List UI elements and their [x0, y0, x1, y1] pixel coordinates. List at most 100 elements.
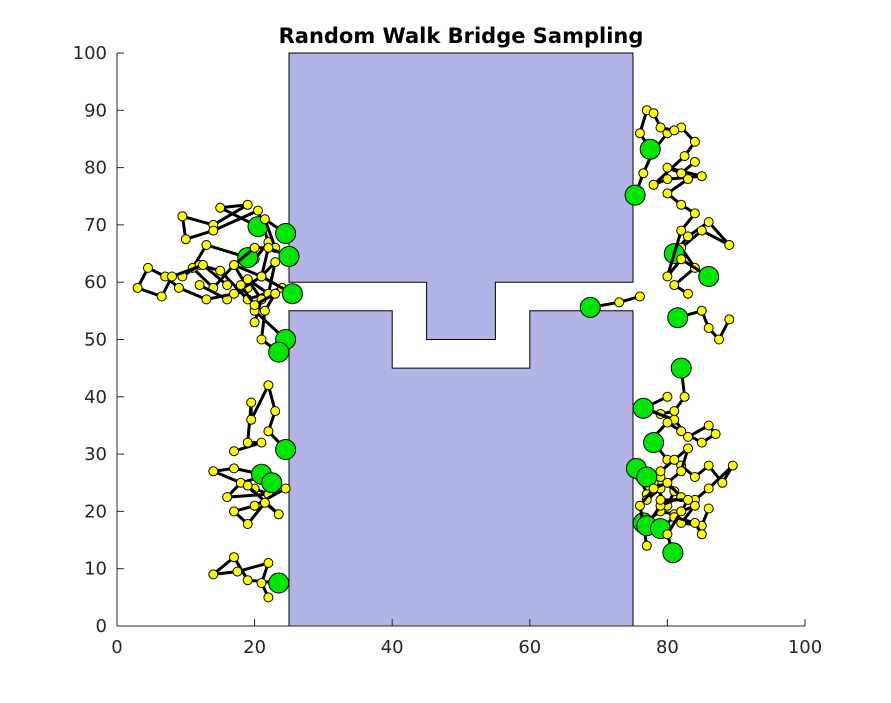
walk-7 — [229, 380, 297, 460]
walk-node — [696, 529, 707, 540]
bridge-start-point — [237, 247, 259, 269]
walk-node — [703, 217, 714, 227]
walk-node — [662, 188, 673, 199]
walk-node — [662, 174, 673, 185]
y-tick-label: 60 — [84, 272, 107, 293]
walk-node — [689, 208, 700, 219]
walk-node — [662, 417, 673, 428]
walk-node — [242, 437, 253, 448]
walk-11 — [579, 291, 645, 318]
walk-node — [724, 240, 735, 250]
bridge-start-point — [275, 439, 297, 460]
walk-node — [229, 463, 239, 474]
walk-node — [689, 472, 700, 482]
walk-21 — [636, 443, 693, 505]
walk-node — [256, 578, 267, 588]
walk-node — [614, 297, 625, 308]
random-walks — [132, 105, 738, 603]
walk-node — [710, 429, 721, 439]
walk-node — [242, 480, 253, 491]
walk-node — [724, 314, 735, 325]
walk-node — [249, 300, 260, 311]
walk-node — [222, 280, 233, 291]
walk-node — [263, 242, 274, 253]
bridge-start-point — [639, 138, 661, 160]
walk-node — [229, 506, 239, 517]
walk-node — [648, 483, 659, 494]
walk-node — [246, 397, 257, 408]
walk-node — [263, 592, 274, 603]
x-tick-label: 80 — [656, 637, 679, 658]
y-tick-label: 30 — [84, 444, 107, 465]
walk-node — [683, 174, 693, 185]
walk-node — [246, 414, 257, 425]
walk-node — [676, 506, 687, 517]
walk-node — [717, 477, 728, 488]
walk-node — [259, 214, 270, 225]
obstacle-upper-block — [288, 52, 634, 340]
walk-node — [662, 391, 673, 402]
chart-title: Random Walk Bridge Sampling — [279, 24, 644, 48]
walk-node — [662, 529, 673, 540]
walk-node — [683, 231, 693, 242]
axis-ticks: 0 20 40 60 80 100 0 10 20 30 40 50 60 70 80 90 100 — [73, 43, 823, 658]
walk-node — [689, 517, 700, 528]
walk-node — [679, 151, 690, 162]
walk-node — [215, 265, 226, 276]
walk-node — [242, 519, 253, 529]
walk-node — [703, 420, 714, 431]
walk-node — [655, 494, 666, 505]
walk-node — [669, 406, 680, 417]
walk-node — [679, 391, 690, 402]
walk-node — [229, 288, 239, 299]
walk-node — [273, 509, 284, 520]
bridge-start-point — [579, 296, 601, 318]
walk-node — [683, 288, 693, 299]
walk-node — [714, 334, 724, 345]
bridge-start-point — [268, 572, 290, 594]
walk-node — [270, 406, 281, 417]
walk-node — [249, 317, 260, 328]
walk-node — [634, 291, 645, 302]
y-tick-label: 70 — [84, 215, 107, 236]
walk-node — [215, 202, 226, 213]
x-tick-label: 0 — [111, 637, 122, 658]
walk-node — [669, 454, 680, 465]
walk-node — [198, 260, 208, 270]
y-tick-label: 0 — [96, 616, 107, 637]
y-tick-label: 40 — [84, 387, 107, 408]
bridge-start-point — [278, 245, 300, 267]
walk-node — [703, 460, 714, 471]
bridge-start-point — [268, 341, 290, 363]
walk-node — [270, 288, 281, 299]
walk-node — [655, 466, 666, 477]
walk-node — [689, 500, 700, 511]
bridge-start-point — [670, 357, 692, 379]
walk-node — [229, 446, 239, 457]
y-tick-label: 50 — [84, 330, 107, 351]
plot-area: 0 20 40 60 80 100 0 10 20 30 40 50 60 70 80 90 100 — [73, 43, 823, 658]
walk-node — [676, 466, 687, 477]
walk-node — [696, 171, 707, 182]
walk-node — [201, 294, 212, 305]
walk-node — [689, 136, 700, 147]
walk-node — [683, 443, 693, 454]
walk-node — [683, 431, 693, 442]
walk-13 — [634, 105, 680, 160]
bridge-start-point — [698, 266, 720, 287]
walk-node — [676, 426, 687, 437]
walk-node — [156, 291, 167, 302]
walk-node — [662, 477, 673, 488]
walk-node — [194, 280, 205, 291]
walk-node — [249, 242, 260, 253]
x-tick-label: 100 — [788, 637, 822, 658]
bridge-start-point — [275, 223, 297, 244]
walk-node — [263, 380, 274, 391]
walk-node — [270, 257, 281, 268]
walk-node — [648, 179, 659, 190]
walk-node — [280, 483, 291, 494]
walk-node — [641, 540, 652, 551]
walk-node — [132, 282, 143, 293]
walk-2 — [194, 214, 297, 305]
